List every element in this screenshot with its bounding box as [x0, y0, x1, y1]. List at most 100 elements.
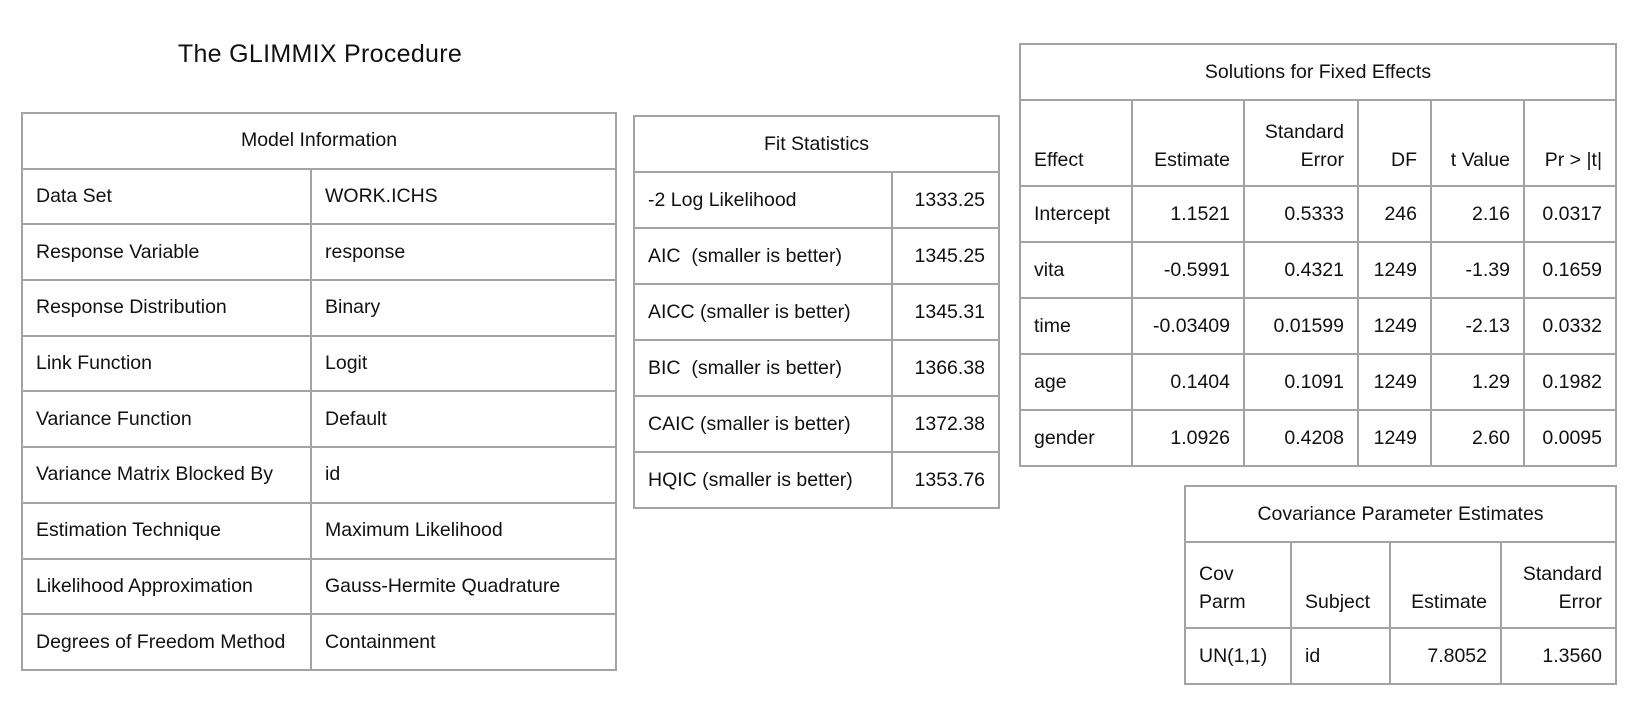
row-value: 1333.25 [890, 171, 1001, 229]
cell-t-value: 1.29 [1430, 353, 1525, 411]
header-line: Cov [1199, 563, 1234, 585]
page-title: The GLIMMIX Procedure [177, 40, 463, 68]
row-value: Binary [309, 279, 618, 337]
cell-effect: vita [1019, 241, 1133, 299]
row-label: Response Distribution [21, 279, 312, 337]
cell-effect: age [1019, 353, 1133, 411]
header-cov-parm: Cov Parm [1184, 541, 1292, 629]
table-row: age 0.1404 0.1091 1249 1.29 0.1982 [1019, 353, 1618, 411]
table-row: Likelihood Approximation Gauss-Hermite Qu… [21, 557, 618, 616]
cell-standard-error: 0.5333 [1243, 185, 1359, 243]
cell-estimate: 1.1521 [1131, 185, 1245, 243]
table-row: HQIC (smaller is better) 1353.76 [633, 451, 1001, 509]
row-value: 1345.31 [890, 283, 1001, 341]
cell-t-value: 2.16 [1430, 185, 1525, 243]
table-caption-row: Model Information [20, 112, 618, 170]
cell-effect: time [1019, 297, 1133, 355]
cell-standard-error: 1.3560 [1500, 627, 1617, 685]
table-row: time -0.03409 0.01599 1249 -2.13 0.0332 [1019, 297, 1618, 355]
row-label: AIC (smaller is better) [633, 227, 893, 285]
row-label: Estimation Technique [21, 501, 312, 560]
row-value: WORK.ICHS [309, 167, 618, 226]
cell-effect: gender [1019, 409, 1133, 467]
cell-p-value: 0.0317 [1522, 185, 1618, 243]
table-header-row: Effect Estimate Standard Error DF t Value… [1019, 99, 1618, 187]
table-caption-row: Covariance Parameter Estimates [1184, 485, 1617, 543]
table-row: -2 Log Likelihood 1333.25 [633, 171, 1001, 229]
cell-t-value: 2.60 [1430, 409, 1525, 467]
model-information-table: Model Information Data Set WORK.ICHS Resp… [20, 112, 618, 671]
table-caption: Fit Statistics [632, 115, 1001, 173]
fit-statistics-table: Fit Statistics -2 Log Likelihood 1333.25 … [632, 115, 1001, 509]
covariance-parameter-table: Covariance Parameter Estimates Cov Parm S… [1184, 485, 1617, 685]
row-label: Likelihood Approximation [21, 557, 312, 616]
cell-standard-error: 0.4321 [1243, 241, 1359, 299]
row-label: CAIC (smaller is better) [633, 395, 893, 453]
row-value: Containment [309, 613, 618, 671]
cell-effect: Intercept [1019, 185, 1133, 243]
header-t-value: t Value [1430, 99, 1525, 187]
cell-estimate: 1.0926 [1131, 409, 1245, 467]
cell-p-value: 0.0332 [1522, 297, 1618, 355]
table-row: Estimation Technique Maximum Likelihood [21, 501, 618, 560]
row-value: 1366.38 [890, 339, 1001, 397]
row-value: 1345.25 [890, 227, 1001, 285]
cell-standard-error: 0.1091 [1243, 353, 1359, 411]
table-row: Intercept 1.1521 0.5333 246 2.16 0.0317 [1019, 185, 1618, 243]
row-value: Default [309, 390, 618, 449]
header-p-value: Pr > |t| [1522, 99, 1618, 187]
table-row: Link Function Logit [21, 334, 618, 393]
header-estimate: Estimate [1389, 541, 1502, 629]
row-label: Data Set [21, 167, 312, 226]
header-effect: Effect [1019, 99, 1133, 187]
header-standard-error: Standard Error [1500, 541, 1617, 629]
header-line: Error [1558, 591, 1602, 613]
cell-estimate: -0.03409 [1131, 297, 1245, 355]
cell-standard-error: 0.01599 [1243, 297, 1359, 355]
row-label: Variance Matrix Blocked By [21, 446, 312, 504]
table-caption: Covariance Parameter Estimates [1184, 485, 1617, 543]
cell-p-value: 0.1659 [1522, 241, 1618, 299]
table-caption: Solutions for Fixed Effects [1018, 43, 1618, 101]
table-row: Variance Matrix Blocked By id [21, 446, 618, 504]
header-line: Standard [1522, 563, 1602, 585]
table-row: Variance Function Default [21, 390, 618, 449]
row-label: HQIC (smaller is better) [633, 451, 893, 509]
table-row: BIC (smaller is better) 1366.38 [633, 339, 1001, 397]
cell-cov-parm: UN(1,1) [1184, 627, 1292, 685]
table-row: AIC (smaller is better) 1345.25 [633, 227, 1001, 285]
table-row: Data Set WORK.ICHS [21, 167, 618, 226]
row-label: Response Variable [21, 223, 312, 282]
row-label: Link Function [21, 334, 312, 393]
table-row: UN(1,1) id 7.8052 1.3560 [1184, 627, 1617, 685]
fixed-effects-table: Solutions for Fixed Effects Effect Estim… [1018, 43, 1618, 467]
cell-estimate: 0.1404 [1131, 353, 1245, 411]
row-value: Logit [309, 334, 618, 393]
row-value: 1353.76 [890, 451, 1001, 509]
cell-df: 246 [1357, 185, 1432, 243]
row-label: Degrees of Freedom Method [21, 613, 312, 671]
table-row: CAIC (smaller is better) 1372.38 [633, 395, 1001, 453]
cell-t-value: -1.39 [1430, 241, 1525, 299]
header-standard-error: Standard Error [1243, 99, 1359, 187]
table-header-row: Cov Parm Subject Estimate Standard Error [1184, 541, 1617, 629]
cell-df: 1249 [1357, 241, 1432, 299]
cell-p-value: 0.1982 [1522, 353, 1618, 411]
cell-estimate: -0.5991 [1131, 241, 1245, 299]
table-row: Degrees of Freedom Method Containment [21, 613, 618, 671]
table-row: AICC (smaller is better) 1345.31 [633, 283, 1001, 341]
cell-t-value: -2.13 [1430, 297, 1525, 355]
header-line: Error [1300, 149, 1344, 171]
row-value: response [309, 223, 618, 282]
cell-subject: id [1290, 627, 1391, 685]
cell-df: 1249 [1357, 297, 1432, 355]
row-label: BIC (smaller is better) [633, 339, 893, 397]
row-value: id [309, 446, 618, 504]
cell-standard-error: 0.4208 [1243, 409, 1359, 467]
table-caption-row: Fit Statistics [632, 115, 1001, 173]
table-caption: Model Information [20, 112, 618, 170]
row-label: -2 Log Likelihood [633, 171, 893, 229]
row-label: Variance Function [21, 390, 312, 449]
header-subject: Subject [1290, 541, 1391, 629]
table-caption-row: Solutions for Fixed Effects [1018, 43, 1618, 101]
